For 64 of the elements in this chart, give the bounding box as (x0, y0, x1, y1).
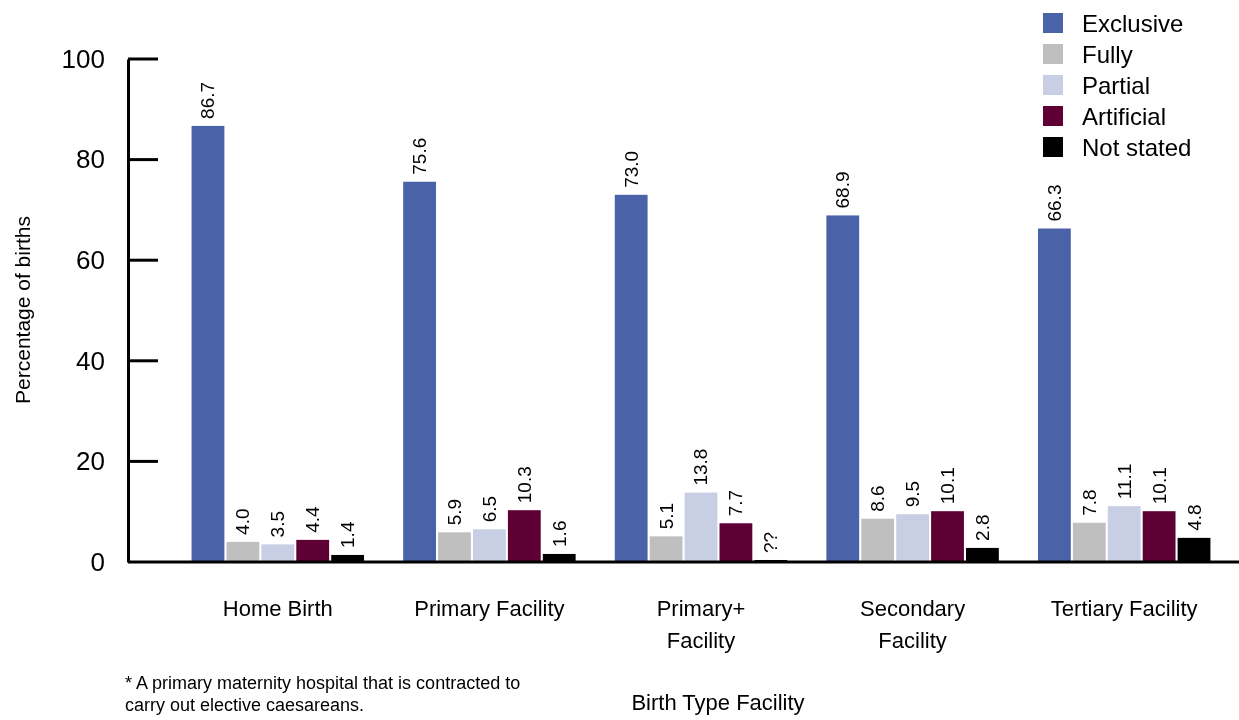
bar (261, 544, 295, 562)
bar (719, 523, 753, 562)
bar (896, 514, 930, 562)
x-tick-label: Tertiary Facility (1050, 596, 1198, 621)
bar (826, 215, 860, 562)
x-axis-title: Birth Type Facility (631, 690, 805, 715)
x-tick-label: Secondary Facility (860, 596, 966, 653)
y-tick-label: 40 (76, 345, 105, 376)
data-label: 10.3 (513, 466, 535, 504)
data-label: 4.8 (1183, 504, 1205, 531)
bar (191, 125, 225, 562)
bar (1107, 506, 1141, 562)
bar (861, 518, 895, 562)
x-tick-label: Home Birth (222, 596, 333, 621)
legend-label: Partial (1082, 71, 1151, 99)
x-tick-label: Primary+ Facility (656, 596, 746, 653)
data-label: 7.7 (725, 489, 747, 517)
data-label: 5.9 (443, 498, 465, 526)
bar (614, 194, 648, 562)
data-label: 68.9 (832, 171, 854, 209)
y-axis-title: Percentage of births (10, 216, 34, 404)
legend-label: Artificial (1082, 102, 1167, 130)
data-label: 1.4 (337, 521, 359, 548)
data-label: 9.5 (902, 480, 924, 508)
bar (649, 536, 683, 562)
legend-label: Fully (1082, 40, 1133, 68)
bar (1037, 228, 1071, 562)
data-label: 4.4 (302, 506, 324, 533)
data-label: 6.5 (478, 495, 500, 523)
data-label: 5.1 (655, 502, 677, 530)
x-tick-label: Primary Facility (414, 596, 565, 621)
y-tick-label: 100 (61, 43, 105, 74)
data-label: 3.5 (267, 510, 289, 538)
y-tick-label: 80 (76, 144, 105, 175)
bar (1072, 522, 1106, 562)
data-label: 66.3 (1043, 184, 1065, 222)
bar (403, 181, 436, 562)
data-label: 8.6 (867, 485, 889, 512)
data-label: 10.1 (1148, 467, 1170, 505)
data-label: 86.7 (197, 81, 219, 119)
data-label: 13.8 (690, 448, 712, 486)
y-tick-label: 20 (76, 446, 105, 477)
bar (507, 510, 541, 562)
bar (931, 511, 964, 562)
bar (296, 539, 330, 562)
data-label: 2.8 (971, 514, 993, 541)
bar (438, 532, 471, 562)
data-label: 11.1 (1113, 463, 1135, 500)
bar (472, 529, 506, 562)
data-label: 1.6 (548, 520, 570, 547)
legend-label: Exclusive (1082, 9, 1184, 37)
data-label: ?? (760, 531, 782, 553)
data-label: 4.0 (232, 508, 254, 535)
data-label: 75.6 (409, 137, 431, 175)
bar (684, 492, 718, 562)
y-tick-label: 60 (76, 245, 105, 276)
y-tick-label: 0 (90, 546, 105, 577)
bar (226, 541, 260, 562)
data-label: 7.8 (1078, 489, 1100, 516)
data-label: 73.0 (620, 150, 642, 188)
legend-label: Not stated (1082, 133, 1192, 161)
bar (1142, 511, 1176, 562)
text: * A primary maternity hospital that is contracted to carry out elective caesareans. (125, 673, 521, 715)
data-label: 10.1 (937, 467, 959, 505)
